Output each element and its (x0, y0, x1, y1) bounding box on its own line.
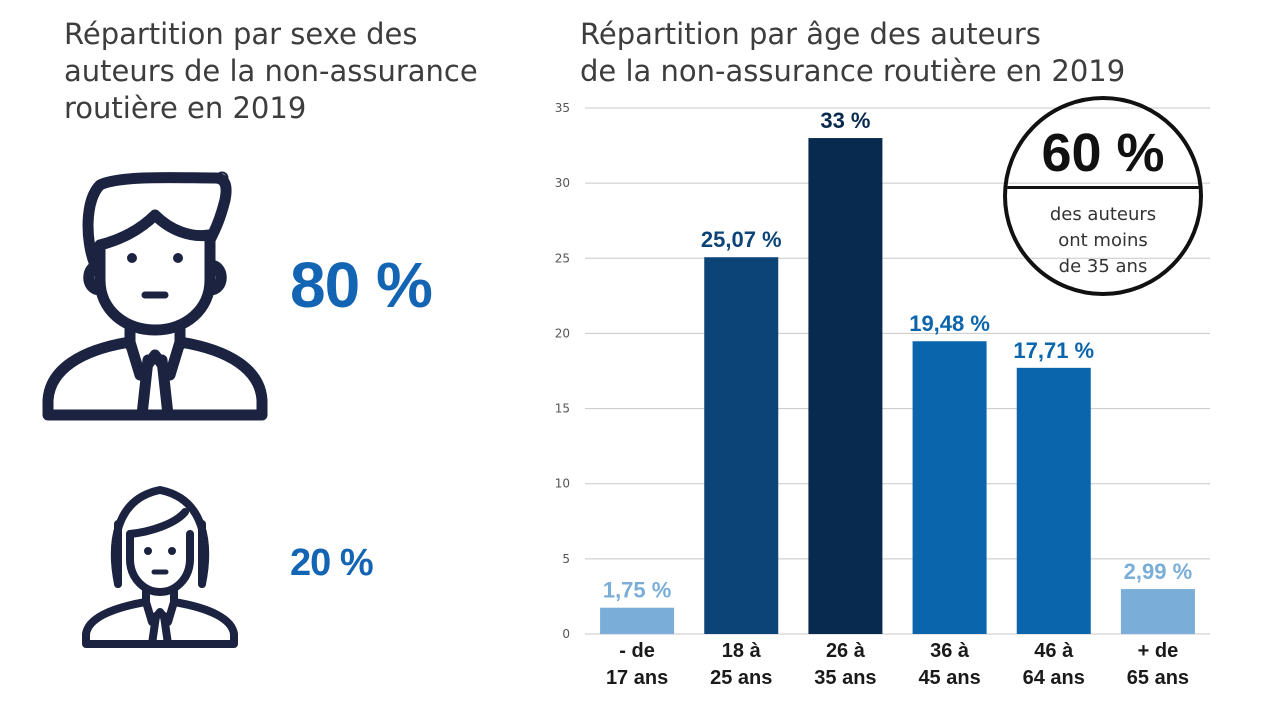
sex-title-line: routière en 2019 (64, 91, 307, 125)
data-label: 25,07 % (701, 227, 782, 252)
bar (1016, 367, 1091, 634)
label-layer: 1,75 % - de 17 ans 25,07 % 18 à 25 ans 33 % 26 … (603, 108, 1192, 689)
y-tick-label: 10 (555, 477, 570, 491)
y-tick-label: 5 (562, 552, 570, 566)
sex-chart-title: Répartition par sexe des auteurs de la n… (64, 16, 534, 127)
data-label: 17,71 % (1013, 338, 1094, 363)
sex-title-line: auteurs de la non-assurance (64, 54, 478, 88)
badge-caption-line: de 35 ans (1058, 256, 1148, 277)
age-title-line: de la non-assurance routière en 2019 (580, 54, 1126, 88)
summary-badge: 60 % des auteurs ont moins de 35 ans (1003, 96, 1203, 296)
badge-caption-line: ont moins (1058, 230, 1148, 251)
bar (600, 607, 675, 634)
male-percent: 80 % (290, 249, 433, 321)
x-tick-label: 46 à (1034, 640, 1074, 662)
x-tick-label: 18 à (722, 640, 762, 662)
female-percent: 20 % (290, 542, 374, 584)
age-chart-title: Répartition par âge des auteurs de la no… (580, 16, 1220, 90)
x-tick-label: 17 ans (606, 667, 668, 689)
bar (704, 257, 779, 634)
data-label: 33 % (820, 108, 870, 133)
sex-title-line: Répartition par sexe des (64, 17, 418, 51)
age-title-line: Répartition par âge des auteurs (580, 17, 1041, 51)
data-label: 2,99 % (1124, 559, 1193, 584)
y-tick-label: 25 (555, 251, 570, 265)
x-tick-label: 36 à (930, 640, 970, 662)
bar (912, 341, 987, 634)
x-tick-label: - de (619, 640, 655, 662)
badge-caption: des auteurs ont moins de 35 ans (1027, 202, 1179, 280)
y-tick-label: 0 (562, 627, 570, 641)
y-tick-label: 15 (555, 402, 570, 416)
bar (1120, 589, 1195, 634)
badge-value: 60 % (1041, 123, 1165, 183)
x-tick-label: 35 ans (814, 667, 876, 689)
y-tick-label: 30 (555, 176, 570, 190)
badge-caption-line: des auteurs (1049, 204, 1157, 225)
x-tick-label: 25 ans (710, 667, 772, 689)
bar-layer (600, 138, 1195, 635)
y-tick-label: 35 (555, 101, 570, 115)
male-person-icon (42, 171, 268, 421)
x-tick-label: 45 ans (918, 667, 980, 689)
x-tick-label: 65 ans (1127, 667, 1189, 689)
female-person-icon (82, 486, 238, 648)
x-tick-label: 26 à (826, 640, 866, 662)
data-label: 1,75 % (603, 578, 672, 603)
bar (808, 138, 883, 635)
x-tick-label: 64 ans (1023, 667, 1085, 689)
badge-divider (1007, 186, 1199, 189)
x-tick-label: + de (1138, 640, 1179, 662)
data-label: 19,48 % (909, 311, 990, 336)
y-tick-label: 20 (555, 326, 570, 340)
